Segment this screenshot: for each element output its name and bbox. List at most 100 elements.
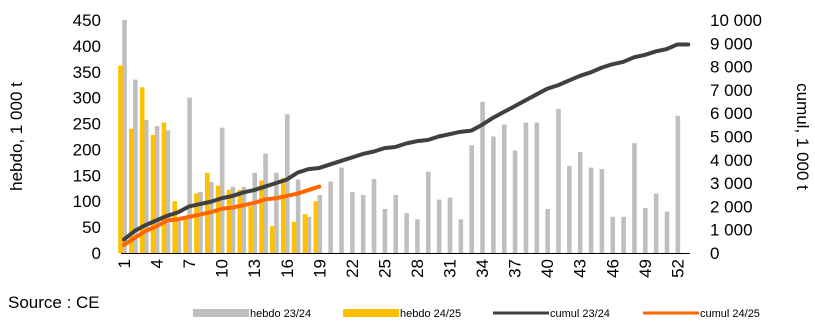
bar-hebdo-23-24-44 xyxy=(588,167,594,253)
bar-hebdo-23-24-27 xyxy=(404,213,409,253)
x-tick-label: 37 xyxy=(506,259,525,278)
bar-hebdo-23-24-14 xyxy=(263,153,268,253)
y-tick-label: 0 xyxy=(92,244,101,263)
x-tick-label: 16 xyxy=(278,259,297,278)
bar-hebdo-24-25-11 xyxy=(226,189,232,253)
bar-hebdo-23-24-35 xyxy=(491,136,496,253)
bar-hebdo-24-25-4 xyxy=(150,134,156,253)
y2-tick-label: 1 000 xyxy=(710,221,753,240)
bar-hebdo-24-25-15 xyxy=(270,226,275,253)
source-note: Source : CE xyxy=(8,293,100,312)
x-tick-label: 22 xyxy=(343,259,362,278)
y-tick-label: 200 xyxy=(73,140,101,159)
bar-hebdo-23-24-37 xyxy=(512,150,518,253)
bar-hebdo-23-24-40 xyxy=(545,208,550,253)
y-tick-label: 150 xyxy=(73,166,101,185)
bar-hebdo-23-24-29 xyxy=(426,171,431,253)
y-axis-title: hebdo, 1 000 t xyxy=(7,82,26,191)
bar-hebdo-23-24-1 xyxy=(122,20,127,253)
bar-hebdo-23-24-25 xyxy=(382,208,388,253)
bar-hebdo-23-24-19 xyxy=(317,195,323,253)
y2-tick-label: 9 000 xyxy=(710,34,753,53)
y2-tick-label: 8 000 xyxy=(710,58,753,77)
bar-hebdo-23-24-3 xyxy=(143,119,149,254)
bar-hebdo-23-24-39 xyxy=(534,122,540,254)
x-tick-label: 31 xyxy=(441,259,460,278)
bar-hebdo-24-25-3 xyxy=(139,87,145,253)
bar-hebdo-23-24-10 xyxy=(219,127,225,253)
bars-layer xyxy=(118,20,681,254)
bar-hebdo-23-24-21 xyxy=(339,167,344,253)
bar-hebdo-23-24-6 xyxy=(176,220,182,253)
y2-tick-label: 5 000 xyxy=(710,128,753,147)
y-tick-label: 300 xyxy=(73,89,101,108)
bar-hebdo-23-24-41 xyxy=(556,109,561,253)
bar-hebdo-24-25-12 xyxy=(237,189,243,253)
bar-hebdo-23-24-7 xyxy=(187,97,192,253)
bar-hebdo-23-24-51 xyxy=(664,211,670,253)
x-tick-label: 13 xyxy=(245,259,264,278)
bar-hebdo-24-25-16 xyxy=(280,177,286,253)
x-tick-label: 25 xyxy=(375,259,394,278)
bar-hebdo-23-24-46 xyxy=(610,216,616,253)
y2-tick-label: 6 000 xyxy=(710,104,753,123)
y-tick-label: 100 xyxy=(73,192,101,211)
x-tick-label: 4 xyxy=(148,259,167,268)
y2-tick-label: 2 000 xyxy=(710,197,753,216)
x-tick-label: 46 xyxy=(603,259,622,278)
bar-hebdo-24-25-6 xyxy=(172,201,178,253)
line-cumul-23-24 xyxy=(122,42,691,242)
x-tick-label: 1 xyxy=(115,259,134,268)
x-tick-label: 19 xyxy=(310,259,329,278)
x-axis-ticks: 1 4 7 10 13 16 19 22 25 28 31 34 37 40 43 46 49 52 xyxy=(115,259,687,278)
lines-layer xyxy=(122,42,691,247)
bar-hebdo-23-24-26 xyxy=(393,195,399,253)
bar-hebdo-23-24-31 xyxy=(447,197,453,253)
bar-hebdo-23-24-13 xyxy=(252,172,257,253)
legend-label-hebdo-23-24: hebdo 23/24 xyxy=(250,308,311,320)
bar-hebdo-23-24-33 xyxy=(469,145,474,253)
legend-label-hebdo-24-25: hebdo 24/25 xyxy=(400,308,461,320)
bar-hebdo-23-24-43 xyxy=(577,152,583,253)
bar-hebdo-24-25-1 xyxy=(118,65,123,253)
legend-swatch-hebdo-24-25 xyxy=(343,309,399,317)
bar-hebdo-24-25-7 xyxy=(183,219,188,253)
legend-label-cumul-23-24: cumul 23/24 xyxy=(550,308,610,320)
y2-tick-label: 0 xyxy=(710,244,719,263)
bar-hebdo-23-24-17 xyxy=(295,179,301,253)
y-tick-label: 400 xyxy=(73,37,101,56)
x-tick-label: 40 xyxy=(538,259,557,278)
bar-hebdo-24-25-14 xyxy=(259,180,264,253)
y-tick-label: 50 xyxy=(82,218,101,237)
bar-hebdo-23-24-20 xyxy=(328,181,333,253)
bar-hebdo-24-25-5 xyxy=(161,122,167,254)
bar-hebdo-23-24-45 xyxy=(599,169,605,253)
bar-hebdo-23-24-50 xyxy=(653,193,659,253)
line-cumul-24-25 xyxy=(122,184,322,247)
y-tick-label: 450 xyxy=(73,11,101,30)
bar-hebdo-23-24-8 xyxy=(198,191,203,253)
x-tick-label: 52 xyxy=(668,259,687,278)
bar-hebdo-23-24-48 xyxy=(632,143,637,253)
bar-hebdo-24-25-8 xyxy=(194,193,199,253)
bar-hebdo-24-25-13 xyxy=(248,206,253,253)
bar-hebdo-23-24-32 xyxy=(458,219,464,253)
bar-hebdo-23-24-42 xyxy=(567,166,572,253)
bar-hebdo-23-24-22 xyxy=(350,191,355,253)
x-tick-label: 10 xyxy=(213,259,232,278)
bar-hebdo-23-24-36 xyxy=(501,124,507,253)
y2-tick-label: 4 000 xyxy=(710,151,753,170)
bar-hebdo-23-24-49 xyxy=(643,207,648,253)
bar-hebdo-23-24-18 xyxy=(306,216,312,253)
x-tick-label: 28 xyxy=(408,259,427,278)
bar-hebdo-23-24-5 xyxy=(165,130,171,253)
bar-hebdo-23-24-12 xyxy=(241,186,247,253)
y-tick-label: 350 xyxy=(73,63,101,82)
bar-hebdo-23-24-24 xyxy=(371,178,377,253)
bar-hebdo-23-24-11 xyxy=(230,186,236,253)
bar-hebdo-24-25-18 xyxy=(302,214,308,253)
bar-hebdo-24-25-19 xyxy=(313,201,319,253)
legend-swatch-cumul-23-24 xyxy=(493,311,549,315)
y-axis-ticks: 0 50 100 150 200 250 300 350 400 450 xyxy=(73,11,101,263)
